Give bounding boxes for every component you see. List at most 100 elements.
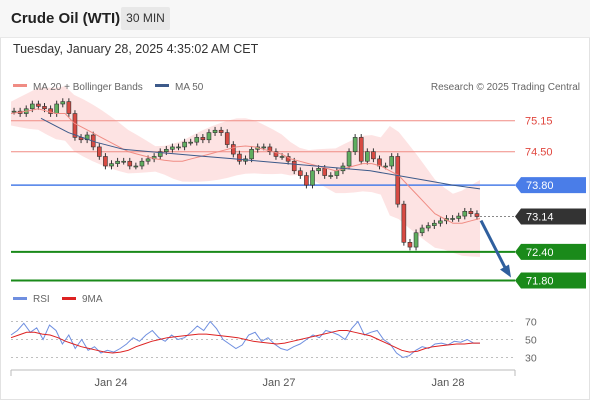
candle-body	[133, 165, 139, 168]
interval-button[interactable]: 30 MIN	[121, 7, 170, 30]
candle	[273, 148, 279, 160]
candle	[121, 157, 126, 165]
ma50-legend-label: MA 50	[175, 82, 204, 93]
candle-body	[304, 175, 309, 186]
candle	[84, 131, 90, 144]
candle-body	[103, 156, 108, 167]
candle	[310, 167, 315, 189]
candle	[109, 160, 114, 170]
candle	[237, 150, 242, 165]
candle	[456, 212, 461, 222]
rsi-panel: 70 50 30	[10, 317, 537, 365]
candle-body	[30, 103, 35, 110]
candle-body	[97, 146, 102, 157]
resistance-label: 74.50	[525, 147, 553, 159]
candle-body	[352, 137, 358, 152]
candle	[133, 162, 139, 170]
pivot-tag	[515, 177, 586, 194]
candle-body	[413, 232, 419, 248]
support-label: 72.40	[526, 247, 554, 259]
candle-body	[170, 146, 175, 150]
candle	[395, 153, 401, 208]
ma20-legend-swatch	[13, 84, 27, 87]
candle-body	[72, 113, 78, 138]
candle-body	[261, 146, 267, 149]
candle	[176, 143, 181, 151]
support-tag	[515, 243, 586, 260]
candle-body	[84, 134, 90, 141]
time-tick-label: Jan 27	[262, 377, 295, 389]
ma50-legend-swatch	[155, 84, 169, 87]
candle-body	[206, 132, 212, 141]
candle-body	[346, 151, 352, 167]
candle	[468, 207, 474, 218]
candle	[462, 207, 468, 220]
candle	[298, 167, 303, 179]
candle	[206, 129, 212, 144]
candle-body	[157, 151, 163, 157]
candle	[188, 138, 193, 146]
candle	[291, 157, 297, 175]
title-bar: Crude Oil (WTI) 30 MIN	[0, 0, 590, 38]
candle-body	[182, 141, 187, 148]
candle-body	[316, 168, 321, 172]
support-tag	[515, 272, 586, 289]
rsi-ma-legend-label: 9MA	[82, 294, 103, 305]
candle-body	[60, 101, 66, 105]
candle	[304, 172, 309, 189]
time-tick-label: Jan 24	[94, 377, 127, 389]
candle	[401, 200, 407, 246]
candle	[182, 138, 187, 151]
rsi-tick-label: 30	[525, 353, 537, 365]
candle-body	[54, 103, 59, 114]
candle	[413, 229, 419, 251]
candle	[36, 100, 41, 110]
candle-body	[237, 153, 242, 162]
candle-body	[401, 203, 407, 243]
candle-body	[176, 146, 181, 149]
forecast-arrow	[479, 219, 509, 273]
candle-body	[462, 211, 468, 217]
candle	[358, 134, 364, 165]
candle-body	[231, 144, 236, 155]
candle-body	[66, 101, 72, 114]
candle-body	[419, 227, 425, 234]
candle	[425, 222, 431, 232]
candle-body	[298, 170, 303, 176]
candle-body	[395, 156, 401, 205]
candle-body	[334, 170, 340, 176]
forecast-arrowhead	[500, 264, 511, 278]
candle-body	[365, 151, 370, 162]
pivot-label: 73.80	[526, 180, 554, 192]
candle-body	[371, 151, 376, 160]
candle-body	[115, 160, 120, 164]
candle	[407, 238, 413, 251]
candle	[139, 157, 145, 170]
candle	[328, 172, 334, 179]
ma20-line	[10, 108, 481, 224]
rsi-ma-line	[10, 330, 480, 354]
candle-body	[194, 137, 200, 143]
candle	[450, 215, 455, 222]
candle	[157, 148, 163, 160]
candle-body	[279, 156, 285, 158]
price-levels: 75.15 74.50 73.80 72.40 71.80 73.14	[11, 116, 586, 289]
candle	[389, 153, 394, 170]
candle	[103, 153, 108, 170]
rsi-legend-swatch	[13, 297, 27, 300]
instrument-title: Crude Oil (WTI)	[11, 10, 121, 27]
candle	[231, 141, 236, 158]
support-label: 71.80	[526, 275, 554, 287]
candle	[212, 126, 218, 136]
candle-body	[200, 137, 206, 141]
candle-body	[139, 160, 145, 167]
candle-body	[273, 151, 279, 157]
candle	[352, 134, 358, 156]
candle	[218, 126, 224, 136]
ma20-legend-label: MA 20 + Bollinger Bands	[33, 82, 143, 93]
candle-body	[42, 106, 47, 110]
moving-averages	[10, 108, 511, 278]
candle-body	[164, 149, 169, 152]
candle-body	[328, 175, 334, 177]
